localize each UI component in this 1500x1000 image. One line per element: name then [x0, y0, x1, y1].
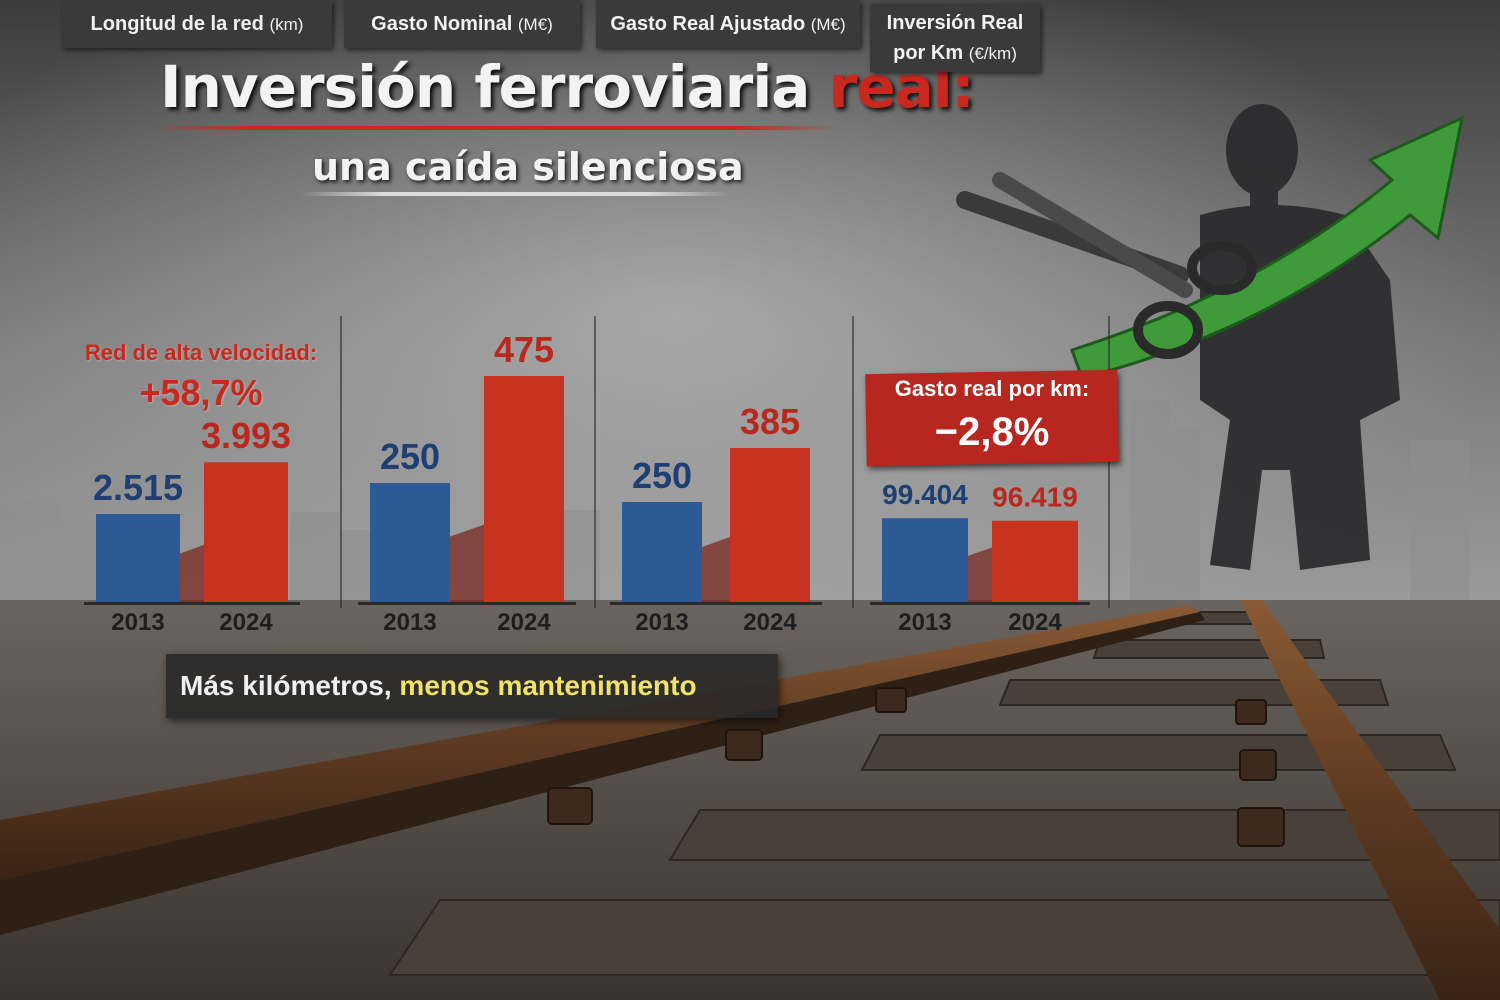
panel-unit: (M€) [517, 15, 553, 34]
bar-shadow [180, 544, 204, 602]
bar-2024 [484, 376, 564, 602]
category-label: 2024 [1008, 609, 1062, 636]
subtitle-underline [300, 192, 730, 196]
page-subtitle: una caída silenciosa [312, 145, 744, 189]
category-label: 2013 [111, 609, 164, 636]
bar-2024 [730, 448, 810, 602]
title-main: Inversión ferroviaria [160, 53, 810, 121]
category-label: 2024 [219, 609, 273, 636]
skyline-silhouette [0, 400, 1470, 610]
panel-title: Gasto Nominal [371, 13, 513, 35]
panel-header-real-spending: Gasto Real Ajustado (M€) [596, 0, 860, 48]
chart-baseline [84, 602, 300, 605]
panel-header-network-length: Longitud de la red (km) [62, 0, 332, 48]
category-label: 2013 [898, 609, 951, 636]
page-title: Inversión ferroviaria real: [160, 52, 975, 122]
panel-title: Longitud de la red [90, 13, 264, 35]
panel-divider [852, 316, 854, 608]
panel-divider [340, 316, 342, 608]
bar-2013 [370, 483, 450, 602]
panel-header-real-investment-per-km: Inversión Real por Km (€/km) [870, 4, 1040, 72]
chart-baseline [358, 602, 576, 605]
panel-header-nominal-spending: Gasto Nominal (M€) [344, 0, 580, 48]
annotation-high-speed-label: Red de alta velocidad: [84, 340, 318, 365]
bottom-banner-text: Más kilómetros, menos mantenimiento [180, 664, 780, 708]
chart-baseline [870, 602, 1090, 605]
bar-value-label: 250 [380, 436, 440, 477]
category-label: 2024 [497, 609, 551, 636]
bar-value-label: 3.993 [201, 415, 291, 456]
panel-unit: (km) [269, 15, 304, 34]
scissors-icon [956, 172, 1257, 359]
bar-value-label: 2.515 [93, 467, 183, 508]
left-rail [0, 605, 1200, 880]
panel-divider [1108, 316, 1110, 608]
bar-shadow [968, 547, 992, 602]
panel-title: Inversión Real [886, 12, 1024, 34]
bar-2024 [204, 462, 288, 602]
annotation-real-per-km-pct: −2,8% [934, 410, 1050, 454]
title-underline [150, 126, 840, 130]
bar-2013 [96, 513, 180, 602]
bar-value-label: 96.419 [992, 482, 1078, 513]
bar-shadow [702, 537, 730, 602]
bar-2013 [622, 502, 702, 602]
bottom-banner [166, 654, 778, 718]
bar-shadow [450, 524, 484, 602]
category-label: 2024 [743, 609, 797, 636]
banner-text-highlight: menos mantenimiento [399, 670, 697, 701]
panel-title-line2: por Km [893, 42, 964, 64]
banner-text-main: Más kilómetros, [180, 670, 392, 701]
category-label: 2013 [635, 609, 688, 636]
bar-value-label: 385 [740, 401, 800, 442]
annotation-high-speed-pct: +58,7% [139, 372, 263, 413]
chart-baseline [610, 602, 822, 605]
right-rail [1240, 600, 1500, 1000]
panel-title: Gasto Real Ajustado [610, 13, 806, 35]
panel-unit: (M€) [810, 15, 846, 34]
bar-value-label: 475 [494, 329, 554, 370]
bar-2024 [992, 520, 1078, 602]
panel-divider [594, 316, 596, 608]
bar-value-label: 250 [632, 455, 692, 496]
panel-unit: (€/km) [968, 44, 1017, 63]
bar-value-label: 99.404 [882, 479, 968, 510]
category-label: 2013 [383, 609, 436, 636]
annotation-real-per-km-label: Gasto real por km: [894, 376, 1090, 401]
bar-2013 [882, 518, 968, 602]
